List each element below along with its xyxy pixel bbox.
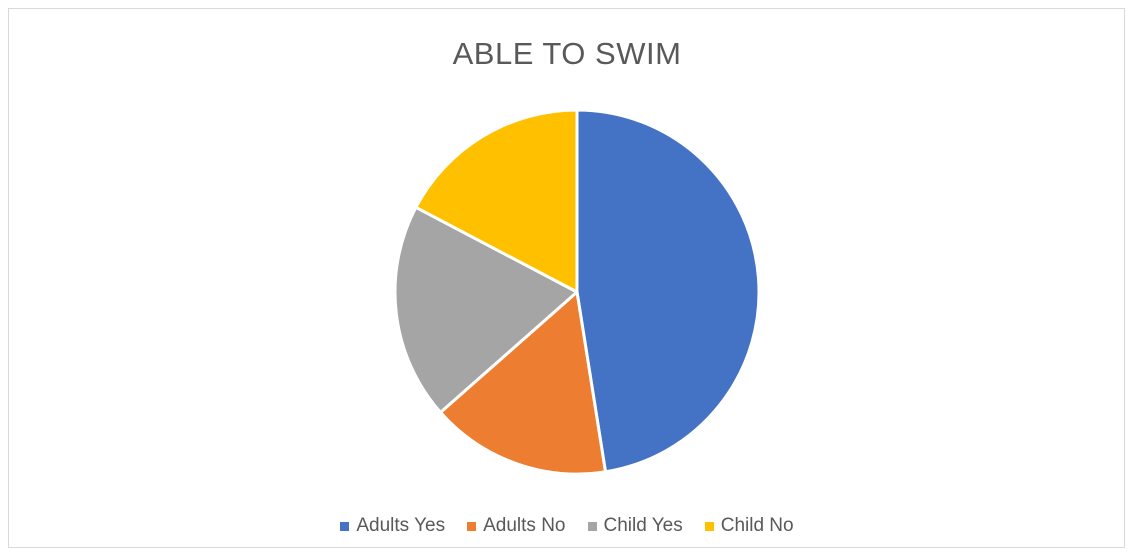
pie-slice-adults-no (438, 290, 607, 476)
legend-swatch (587, 521, 597, 531)
pie-slice-child-no (414, 108, 579, 294)
chart-title: ABLE TO SWIM (452, 36, 682, 71)
pie-slices (393, 108, 761, 476)
legend-swatch (340, 521, 350, 531)
legend-label: Adults No (483, 515, 566, 536)
pie-slice-child-yes (393, 205, 579, 414)
legend-label: Child No (720, 515, 794, 536)
pie-slice-adults-yes (575, 108, 761, 474)
legend-swatch (704, 521, 714, 531)
chart-legend: Adults Yes Adults No Child Yes Child No (0, 515, 1134, 537)
legend-label: Adults Yes (356, 515, 446, 536)
legend-item-child-yes: Child Yes (587, 515, 683, 537)
legend-item-adults-no: Adults No (467, 515, 566, 537)
legend-item-child-no: Child No (704, 515, 794, 537)
legend-swatch (467, 521, 477, 531)
legend-label: Child Yes (603, 515, 683, 536)
legend-item-adults-yes: Adults Yes (340, 515, 445, 537)
